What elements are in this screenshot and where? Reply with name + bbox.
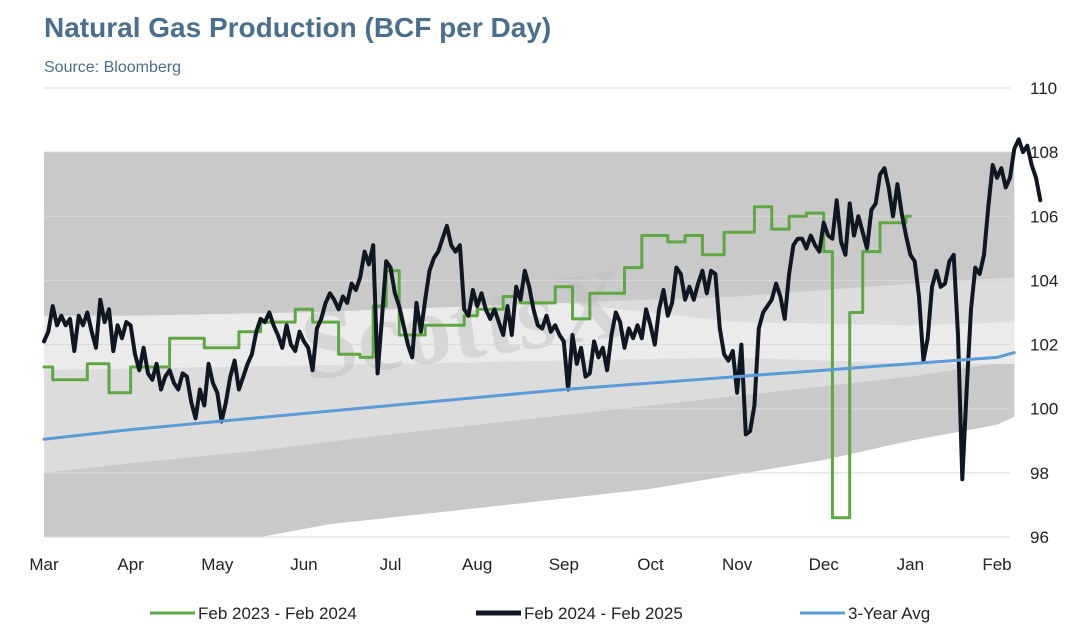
range-inner-band (44, 302, 1015, 371)
x-tick-label: May (201, 555, 234, 574)
x-tick-label: Nov (722, 555, 753, 574)
x-axis-ticks: Mar Apr May Jun Jul Aug Sep Oct Nov Dec Jan Feb (29, 555, 1011, 574)
y-tick-label: 104 (1030, 271, 1058, 290)
chart-subtitle: Source: Bloomberg (44, 59, 181, 76)
x-tick-label: Jun (290, 555, 317, 574)
y-tick-label: 108 (1030, 143, 1058, 162)
legend-label: Feb 2023 - Feb 2024 (198, 604, 357, 623)
y-tick-label: 96 (1030, 528, 1049, 547)
series-line (42, 137, 1043, 482)
x-tick-label: Jul (380, 555, 402, 574)
y-tick-label: 100 (1030, 400, 1058, 419)
x-tick-label: Oct (637, 555, 664, 574)
x-tick-label: Jan (897, 555, 924, 574)
y-axis-ticks: 96 98 100 102 104 106 108 110 (1030, 79, 1058, 547)
series-lines (42, 137, 1043, 520)
y-tick-label: 106 (1030, 207, 1058, 226)
x-tick-label: Aug (462, 555, 492, 574)
x-tick-label: Apr (117, 555, 144, 574)
y-tick-label: 102 (1030, 336, 1058, 355)
legend-label: 3-Year Avg (848, 604, 930, 623)
x-tick-label: Mar (29, 555, 59, 574)
x-tick-label: Sep (549, 555, 579, 574)
x-tick-label: Dec (809, 555, 840, 574)
y-tick-label: 98 (1030, 464, 1049, 483)
y-tick-label: 110 (1030, 79, 1057, 98)
legend-label: Feb 2024 - Feb 2025 (524, 604, 683, 623)
chart-title: Natural Gas Production (BCF per Day) (44, 12, 552, 43)
x-tick-label: Feb (982, 555, 1011, 574)
series-line (42, 351, 1016, 441)
legend: Feb 2023 - Feb 2024 Feb 2024 - Feb 2025 3-… (150, 604, 930, 623)
